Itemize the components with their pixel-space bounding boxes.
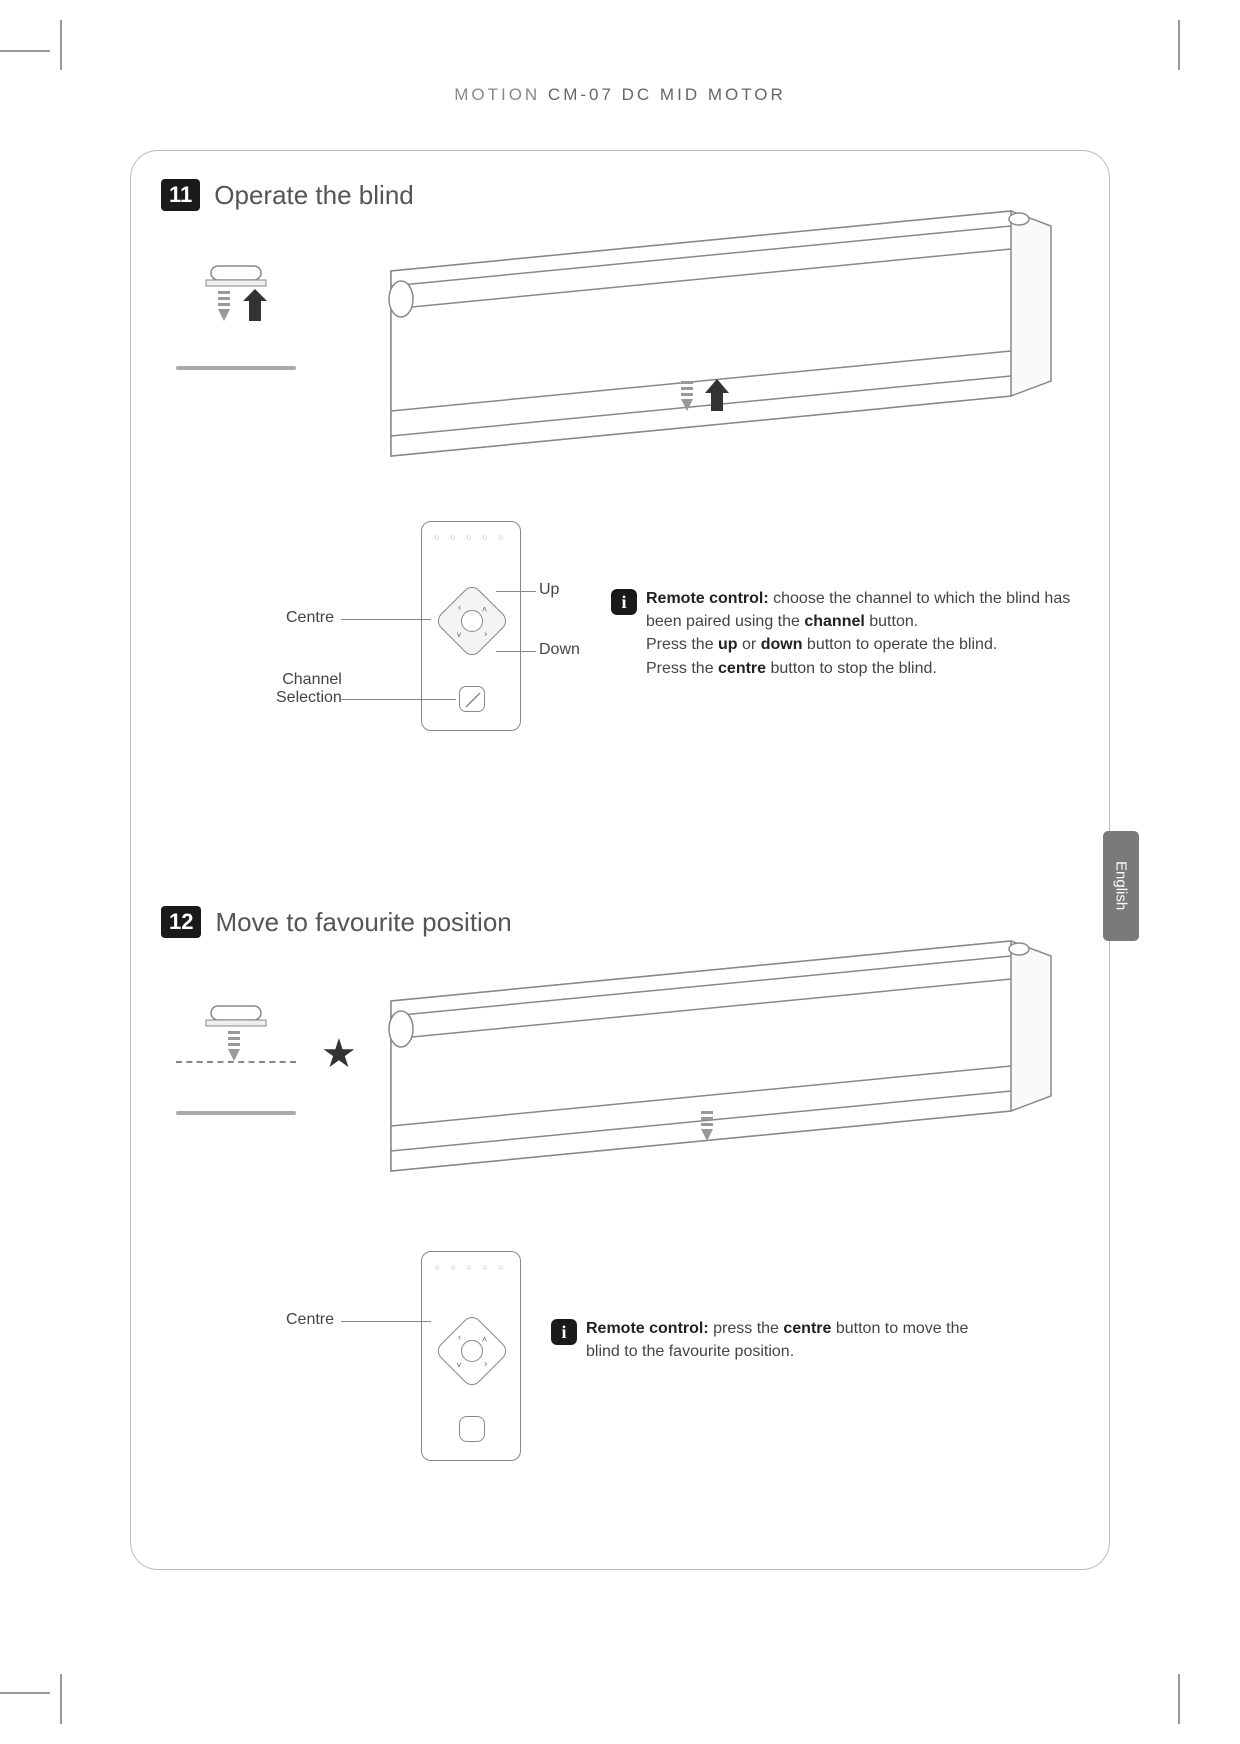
label-centre-12: Centre — [286, 1311, 334, 1329]
bar-line — [176, 1111, 296, 1115]
info-text-11: Remote control: choose the channel to wh… — [646, 587, 1076, 680]
info-lead-12: Remote control: — [586, 1320, 709, 1337]
crop-mark — [0, 50, 50, 52]
page-frame: English 11 Operate the blind — [130, 150, 1110, 1570]
callout-line — [496, 591, 536, 592]
crop-mark — [60, 1674, 62, 1724]
header-light: MOTION — [454, 85, 548, 104]
right-arrow-icon: › — [484, 1358, 487, 1368]
label-up: Up — [539, 581, 559, 599]
callout-line — [341, 1321, 431, 1322]
info-lead: Remote control: — [646, 590, 769, 607]
remote-leds: ○ ○ ○ ○ ○ — [422, 532, 520, 542]
left-arrow-icon: ‹ — [458, 602, 461, 612]
label-down: Down — [539, 641, 580, 659]
page-header: MOTION CM-07 DC MID MOTOR — [0, 85, 1240, 105]
up-arrow-icon: ˄ — [482, 1334, 487, 1344]
crop-mark — [1178, 20, 1180, 70]
bar-line — [176, 366, 296, 370]
dash-line — [176, 1061, 296, 1063]
up-arrow-icon: ˄ — [482, 604, 487, 614]
blind-diagram-11 — [331, 181, 1071, 491]
info-icon: i — [611, 589, 637, 615]
header-bold: CM-07 DC MID MOTOR — [548, 85, 786, 104]
remote-leds: ○ ○ ○ ○ ○ — [422, 1262, 520, 1272]
language-tab: English — [1103, 831, 1139, 941]
down-icon — [181, 1001, 291, 1081]
channel-button[interactable] — [459, 686, 485, 712]
down-arrow-icon: ˅ — [456, 1360, 461, 1370]
down-arrow-icon: ˅ — [456, 630, 461, 640]
channel-button-12[interactable] — [459, 1416, 485, 1442]
label-channel: Channel Selection — [276, 671, 342, 707]
channel-icon — [460, 687, 486, 713]
blind-diagram-12 — [331, 911, 1071, 1221]
remote-dpad: ˄ ˅ ‹ › — [434, 583, 510, 659]
label-centre: Centre — [286, 609, 334, 627]
crop-mark — [0, 1692, 50, 1694]
step-badge-11: 11 — [161, 179, 200, 211]
right-arrow-icon: › — [484, 628, 487, 638]
remote-dpad-12: ˄ ˅ ‹ › — [434, 1313, 510, 1389]
info-text-12: Remote control: press the centre button … — [586, 1317, 1006, 1363]
callout-line — [341, 699, 456, 700]
info-icon-12: i — [551, 1319, 577, 1345]
left-arrow-icon: ‹ — [458, 1332, 461, 1342]
step-badge-12: 12 — [161, 906, 201, 938]
callout-line — [341, 619, 431, 620]
remote-12: ○ ○ ○ ○ ○ ˄ ˅ ‹ › — [421, 1251, 521, 1461]
crop-mark — [60, 20, 62, 70]
updown-icon — [181, 261, 291, 351]
callout-line — [496, 651, 536, 652]
crop-mark — [1178, 1674, 1180, 1724]
